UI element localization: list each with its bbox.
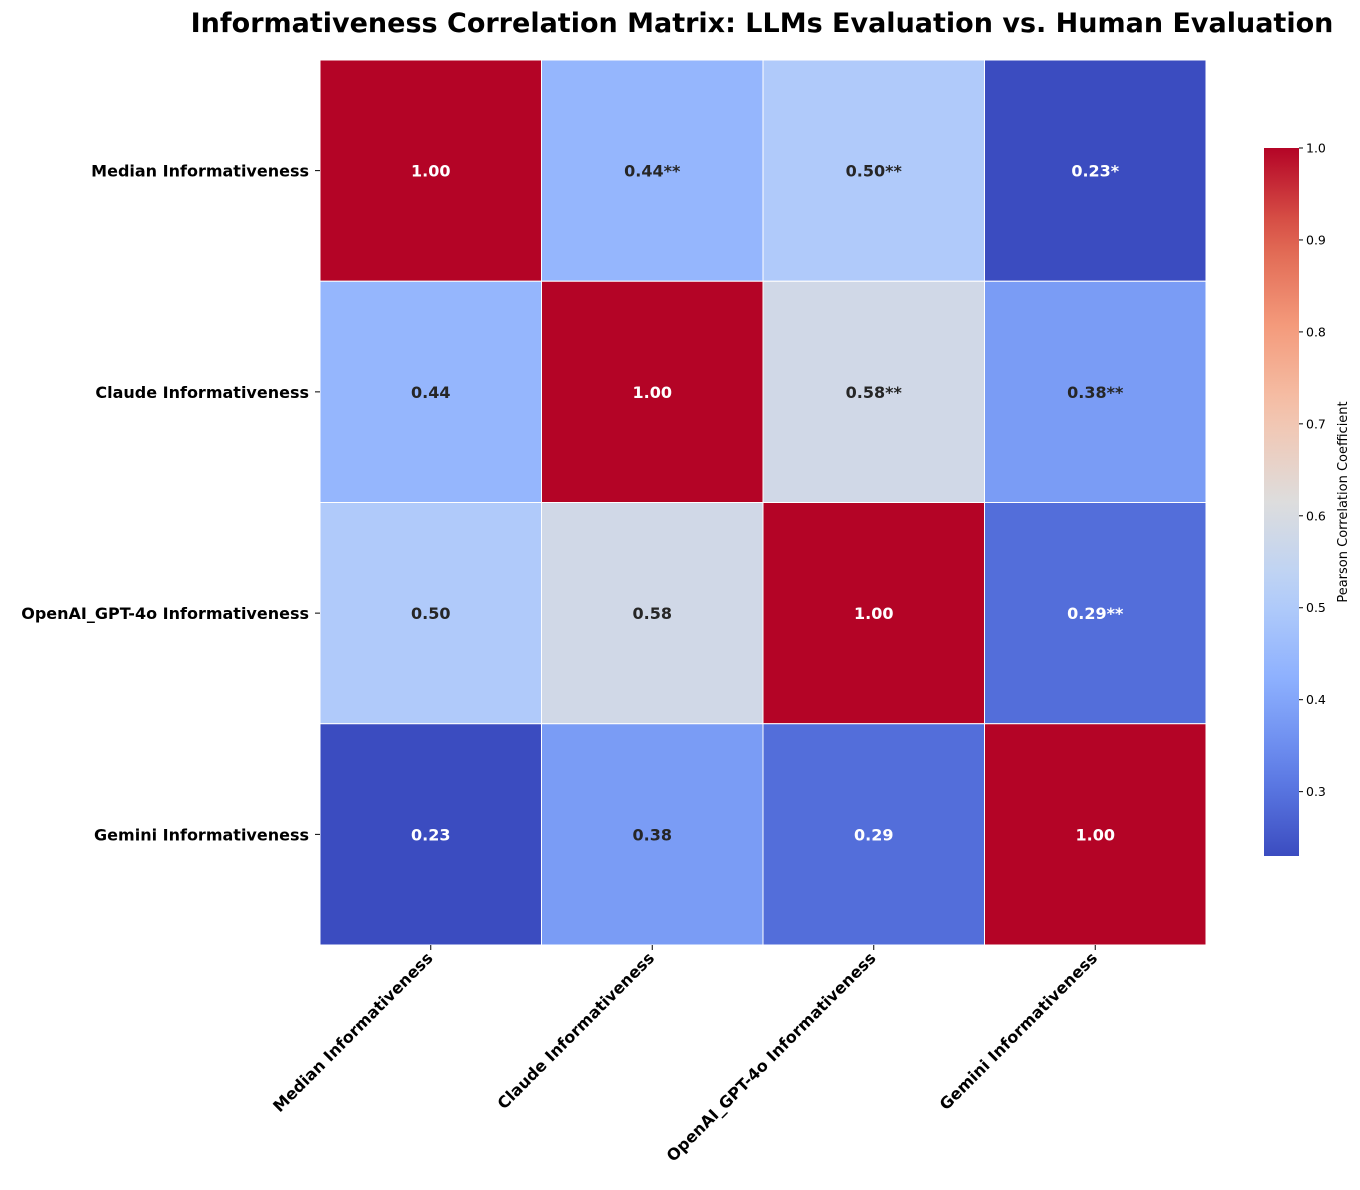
- heatmap-cell: [984, 502, 1207, 725]
- colorbar-tick-label: 0.7: [1306, 416, 1326, 431]
- cell-annotation: 1.00: [854, 604, 893, 623]
- column-labels: Median Informativeness Claude Informative…: [269, 945, 1101, 1165]
- cell-annotation: 0.29**: [1067, 604, 1124, 623]
- heatmap-cell: [984, 280, 1207, 503]
- cell-annotation: 0.23: [411, 825, 450, 844]
- cell-annotation: 0.50**: [846, 162, 903, 181]
- colorbar-tick-label: 0.3: [1306, 784, 1326, 799]
- heatmap-cell: [541, 59, 764, 282]
- colorbar-tick-label: 0.9: [1306, 232, 1326, 247]
- colorbar-tick-label: 1.0: [1306, 141, 1326, 156]
- cell-annotation: 0.50: [411, 604, 450, 623]
- heatmap-cell: [762, 59, 985, 282]
- cell-annotation: 1.00: [633, 383, 672, 402]
- colorbar-tick-label: 0.8: [1306, 324, 1326, 339]
- colorbar-tick-label: 0.5: [1306, 600, 1326, 615]
- y-tick-label: Claude Informativeness: [95, 383, 309, 402]
- colorbar-gradient: [1264, 148, 1299, 856]
- heatmap-cell: [319, 723, 542, 946]
- heatmap-cells: 1.00 0.44** 0.50** 0.23* 0.44 1.00 0.58** 0.38*…: [319, 59, 1207, 946]
- y-tick-label: OpenAI_GPT-4o Informativeness: [21, 604, 309, 623]
- heatmap-cell: [541, 280, 764, 503]
- heatmap-cell: [319, 59, 542, 282]
- x-tick-label: Median Informativeness: [269, 948, 436, 1115]
- colorbar-tick-label: 0.4: [1306, 692, 1326, 707]
- cell-annotation: 0.58: [633, 604, 672, 623]
- cell-annotation: 0.58**: [846, 383, 903, 402]
- cell-annotation: 0.23*: [1071, 162, 1119, 181]
- colorbar-tick-label: 0.6: [1306, 508, 1326, 523]
- x-tick-label: Claude Informativeness: [494, 948, 659, 1113]
- cell-annotation: 0.44**: [624, 162, 681, 181]
- heatmap-cell: [762, 280, 985, 503]
- cell-annotation: 0.38: [633, 825, 672, 844]
- heatmap-cell: [541, 502, 764, 725]
- cell-annotation: 1.00: [1076, 825, 1115, 844]
- heatmap-cell: [984, 59, 1207, 282]
- colorbar-label: Pearson Correlation Coefficient: [1336, 401, 1351, 602]
- heatmap-cell: [984, 723, 1207, 946]
- x-tick-label: Gemini Informativeness: [936, 948, 1101, 1113]
- cell-annotation: 1.00: [411, 162, 450, 181]
- y-tick-label: Gemini Informativeness: [94, 825, 309, 844]
- cell-annotation: 0.29: [854, 825, 893, 844]
- colorbar: 0.3 0.4 0.5 0.6 0.7 0.8 0.9 1.0 Pearson Correlat…: [1264, 141, 1351, 856]
- cell-annotation: 0.38**: [1067, 383, 1124, 402]
- row-labels: Median Informativeness Claude Informative…: [21, 162, 320, 844]
- heatmap-cell: [541, 723, 764, 946]
- x-tick-label: OpenAI_GPT-4o Informativeness: [663, 948, 880, 1165]
- heatmap-cell: [762, 723, 985, 946]
- heatmap-cell: [319, 280, 542, 503]
- chart-title: Informativeness Correlation Matrix: LLMs…: [191, 8, 1334, 39]
- y-tick-label: Median Informativeness: [91, 162, 309, 181]
- cell-annotation: 0.44: [411, 383, 450, 402]
